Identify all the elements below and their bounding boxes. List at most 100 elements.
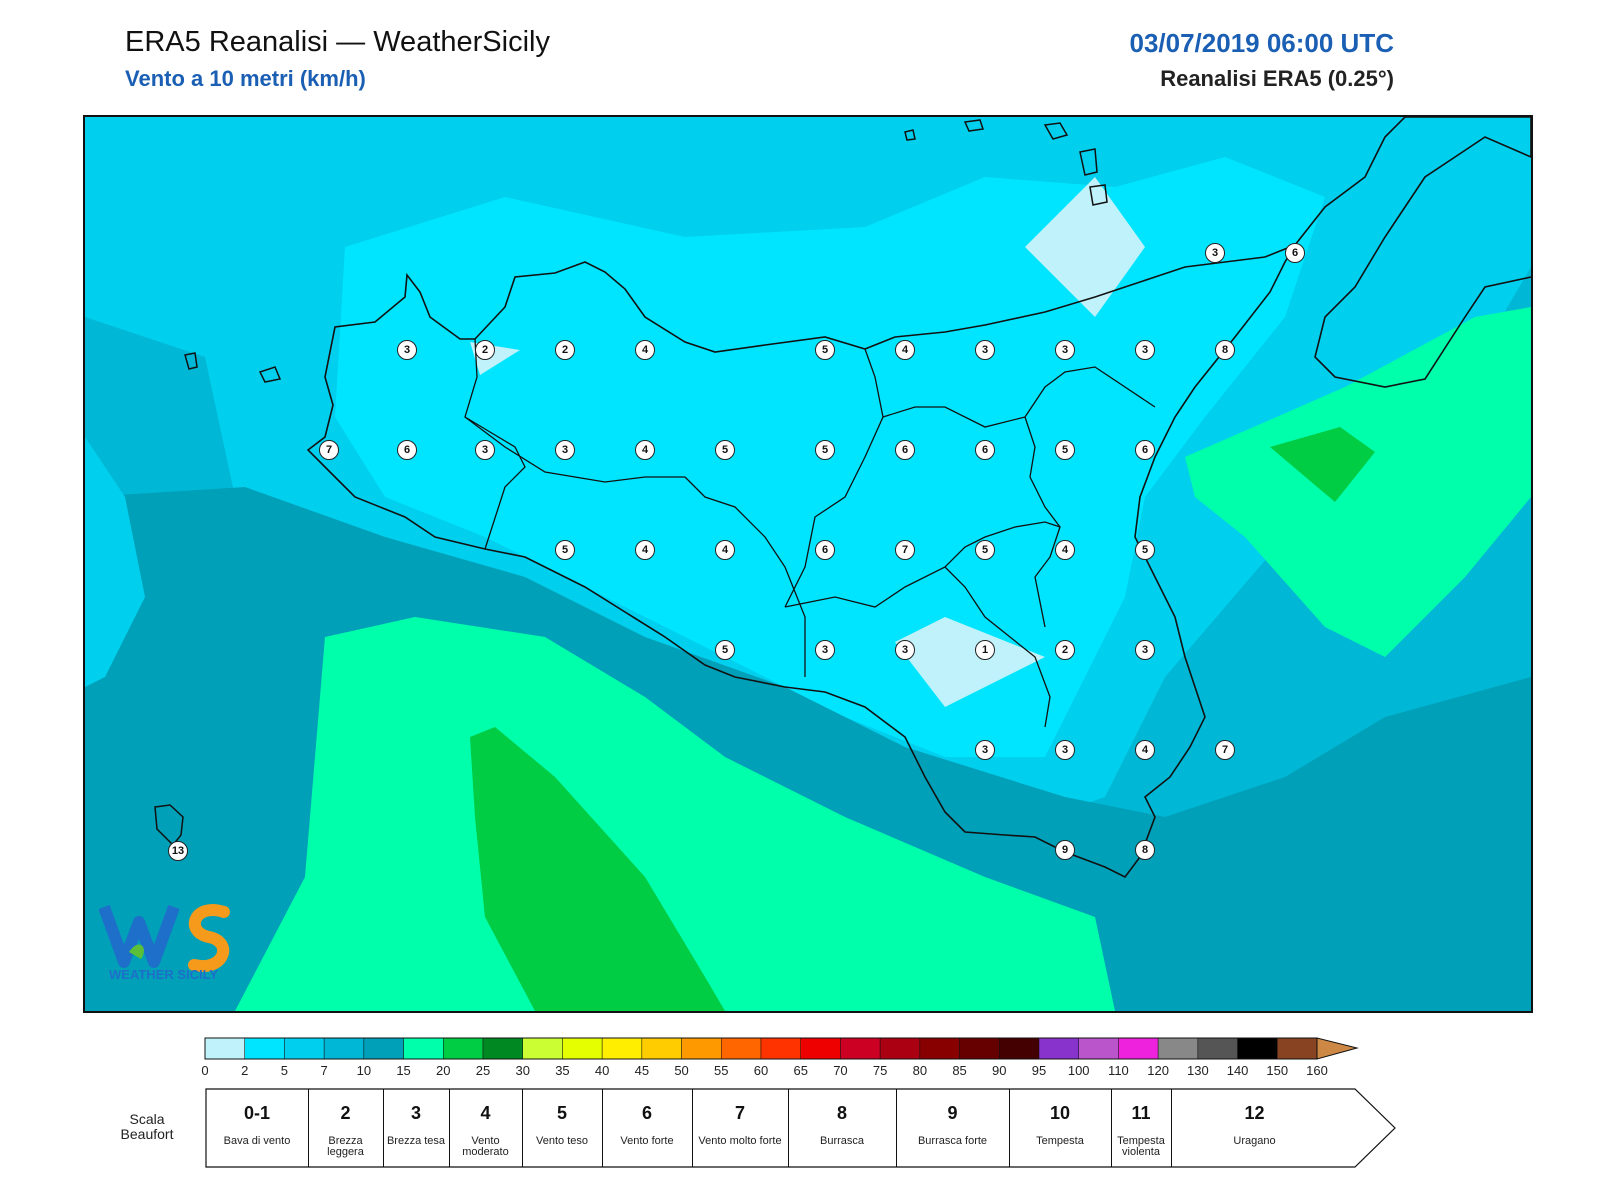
wind-station-marker: 3 — [475, 440, 495, 460]
wind-station-marker: 6 — [1135, 440, 1155, 460]
beaufort-level: 11 Tempesta violenta — [1111, 1089, 1172, 1167]
beaufort-level: 5 Vento teso — [522, 1089, 603, 1167]
colorbar-cell — [1237, 1037, 1278, 1060]
wind-map: 3 6 3 2 2 4 5 4 3 3 3 8 7 6 3 3 4 5 5 6 6 5 6 5 4 4 6 7 5 4 5 5 3 3 1 2 3 3 3 4… — [83, 115, 1533, 1013]
colorbar-arrow — [1316, 1037, 1359, 1060]
beaufort-level: 3 Brezza tesa — [383, 1089, 450, 1167]
wind-station-marker: 3 — [1055, 740, 1075, 760]
colorbar-tick-label: 25 — [475, 1063, 491, 1078]
wind-station-marker: 4 — [635, 440, 655, 460]
colorbar-tick-label: 70 — [833, 1063, 848, 1078]
colorbar-tick-label: 120 — [1147, 1063, 1169, 1078]
colorbar-cell — [999, 1037, 1040, 1060]
beaufort-level: 10 Tempesta — [1009, 1089, 1112, 1167]
map-title: ERA5 Reanalisi — WeatherSicily — [125, 26, 550, 58]
beaufort-description: Brezza tesa — [386, 1135, 446, 1147]
colorbar-cell — [204, 1037, 245, 1060]
beaufort-level: 6 Vento forte — [602, 1089, 693, 1167]
colorbar-cell — [244, 1037, 285, 1060]
beaufort-scale-label: Scala Beaufort — [120, 1111, 174, 1142]
colorbar-cell — [721, 1037, 762, 1060]
colorbar-cell — [562, 1037, 603, 1060]
beaufort-level: 9 Burrasca forte — [896, 1089, 1010, 1167]
beaufort-level: 4 Vento moderato — [449, 1089, 523, 1167]
wind-station-marker: 3 — [1205, 243, 1225, 263]
colorbar-tick-label: 130 — [1186, 1063, 1209, 1078]
beaufort-description: Vento molto forte — [698, 1135, 782, 1147]
colorbar-tick-label: 10 — [356, 1063, 372, 1078]
wind-station-marker: 3 — [895, 640, 915, 660]
beaufort-number: 6 — [641, 1103, 652, 1123]
colorbar-tick-label: 45 — [634, 1063, 650, 1078]
colorbar-cell — [800, 1037, 841, 1060]
colorbar-cell — [1157, 1037, 1199, 1060]
wind-station-marker: 4 — [635, 340, 655, 360]
wind-station-marker: 3 — [1055, 340, 1075, 360]
wind-station-marker: 4 — [1055, 540, 1075, 560]
beaufort-number: 0-1 — [243, 1103, 270, 1123]
wind-station-marker: 2 — [555, 340, 575, 360]
colorbar-tick-label: 40 — [594, 1063, 610, 1078]
beaufort-number: 8 — [836, 1103, 847, 1123]
wind-station-marker: 6 — [397, 440, 417, 460]
colorbar-tick-label: 100 — [1067, 1063, 1090, 1078]
colorbar-tick-label: 5 — [280, 1063, 289, 1078]
wind-station-marker: 5 — [715, 440, 735, 460]
wind-station-marker: 4 — [635, 540, 655, 560]
colorbar-tick-label: 15 — [396, 1063, 411, 1078]
beaufort-number: 7 — [734, 1103, 745, 1123]
beaufort-number: 2 — [340, 1103, 351, 1123]
colorbar-cell — [403, 1037, 444, 1060]
colorbar-tick-label: 35 — [555, 1063, 570, 1078]
beaufort-number: 12 — [1244, 1103, 1265, 1123]
colorbar-tick-label: 110 — [1108, 1063, 1129, 1078]
weathersicily-logo: WEATHER SICILY — [99, 887, 259, 987]
wind-station-marker: 3 — [397, 340, 417, 360]
colorbar-tick-label: 0 — [201, 1063, 209, 1078]
wind-station-marker: 5 — [815, 440, 835, 460]
wind-station-marker: 3 — [1135, 640, 1155, 660]
beaufort-description: Tempesta — [1036, 1135, 1084, 1147]
wind-station-marker: 2 — [1055, 640, 1075, 660]
beaufort-number: 10 — [1049, 1103, 1071, 1123]
wind-station-marker: 6 — [815, 540, 835, 560]
wind-station-marker: 13 — [168, 841, 188, 861]
wind-station-marker: 5 — [1055, 440, 1075, 460]
map-datetime: 03/07/2019 06:00 UTC — [1129, 28, 1394, 58]
beaufort-description: Vento forte — [620, 1135, 674, 1147]
beaufort-number: 11 — [1131, 1103, 1151, 1123]
logo-text: WEATHER SICILY — [109, 967, 218, 982]
data-source: Reanalisi ERA5 (0.25°) — [1160, 66, 1394, 91]
colorbar-tick-label: 20 — [436, 1063, 451, 1078]
colorbar-cell — [1038, 1037, 1079, 1060]
colorbar-tick-label: 50 — [674, 1063, 689, 1078]
wind-station-marker: 4 — [715, 540, 735, 560]
colorbar-cell — [443, 1037, 484, 1060]
wind-station-marker: 7 — [895, 540, 915, 560]
beaufort-level: 8 Burrasca — [788, 1089, 897, 1167]
wind-station-marker: 5 — [715, 640, 735, 660]
colorbar-tick-label: 85 — [952, 1063, 967, 1078]
wind-field — [85, 117, 1531, 1011]
colorbar-cell — [284, 1037, 325, 1060]
colorbar-tick-label: 30 — [515, 1063, 530, 1078]
colorbar-cell — [1078, 1037, 1119, 1060]
beaufort-description: Tempesta violenta — [1117, 1135, 1165, 1158]
wind-station-marker: 6 — [895, 440, 915, 460]
colorbar-cell — [959, 1037, 1000, 1060]
colorbar-tick-label: 60 — [753, 1063, 769, 1078]
beaufort-level: 7 Vento molto forte — [692, 1089, 789, 1167]
map-subtitle: Vento a 10 metri (km/h) — [125, 66, 366, 91]
wind-station-marker: 3 — [975, 740, 995, 760]
wind-station-marker: 6 — [975, 440, 995, 460]
wind-station-marker: 9 — [1055, 840, 1075, 860]
colorbar-cell — [840, 1037, 881, 1060]
wind-station-marker: 5 — [1135, 540, 1155, 560]
wind-station-marker: 4 — [1135, 740, 1155, 760]
wind-station-marker: 7 — [319, 440, 339, 460]
wind-station-marker: 4 — [895, 340, 915, 360]
colorbar-tick-label: 7 — [320, 1063, 328, 1078]
colorbar-tick-label: 65 — [793, 1063, 808, 1078]
colorbar-cell — [879, 1037, 921, 1060]
beaufort-description: Burrasca — [819, 1135, 865, 1147]
